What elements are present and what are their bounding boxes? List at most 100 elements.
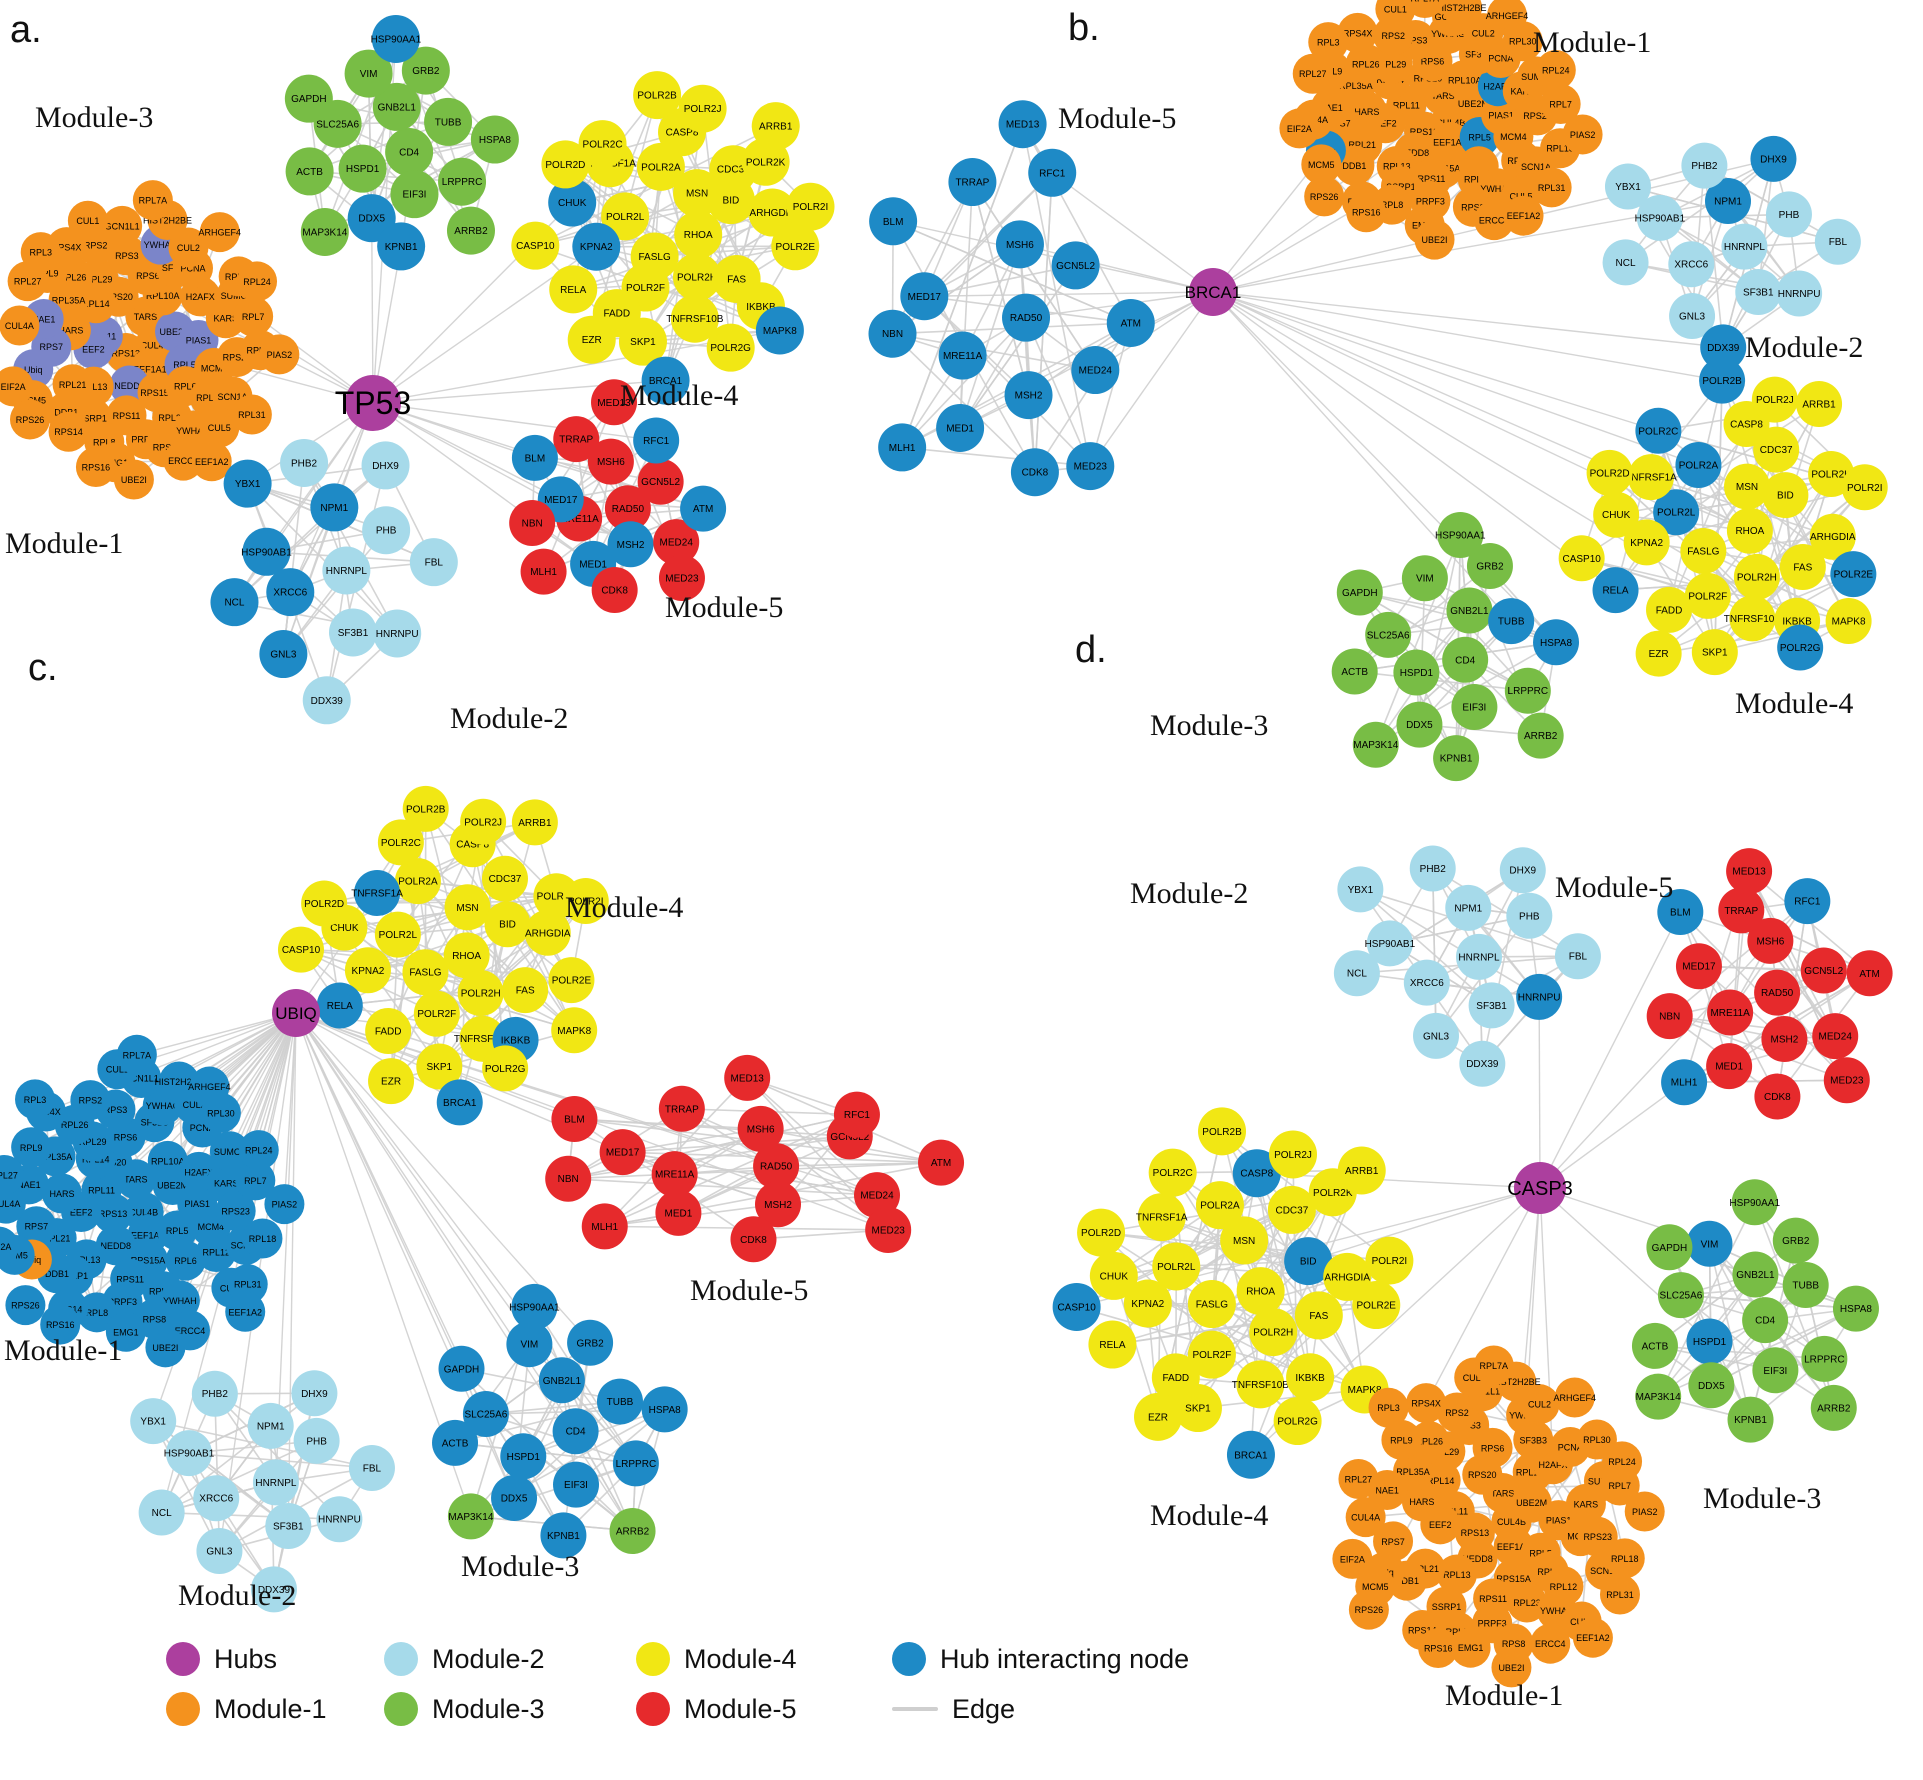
node-label: POLR2C <box>1153 1168 1193 1179</box>
node-label: KPNA2 <box>1630 538 1663 549</box>
hub-label-BRCA1: BRCA1 <box>1185 283 1242 302</box>
node-label: TNFRSF1A <box>351 888 403 899</box>
node-label: POLR2D <box>545 160 585 171</box>
node-label: GNB2L1 <box>1450 606 1489 617</box>
module-label-b-module-5: Module-5 <box>1058 102 1176 135</box>
node-label: MAP3K14 <box>1636 1392 1681 1403</box>
node-label: EEF1A2 <box>195 457 229 467</box>
edge-swatch-icon <box>892 1707 938 1711</box>
hub-label-TP53: TP53 <box>335 385 411 421</box>
node-label: RPS23 <box>221 1206 250 1216</box>
node-label: KPNB1 <box>1440 754 1473 765</box>
node-label: ARRB2 <box>616 1526 650 1537</box>
node-label: MSH2 <box>764 1200 792 1211</box>
node-label: BLM <box>525 453 546 464</box>
node-label: RPL18 <box>1611 1554 1639 1564</box>
node-label: GNB2L1 <box>378 102 417 113</box>
node-label: ARHGEF4 <box>199 228 242 238</box>
edge <box>1213 292 1722 381</box>
node-label: SKP1 <box>426 1062 452 1073</box>
node-label: GNL3 <box>270 650 297 661</box>
node-label: CASP10 <box>1562 554 1601 565</box>
node-label: KPNA2 <box>352 966 385 977</box>
node-label: CDK8 <box>1022 468 1049 479</box>
module-label-a-module-4: Module-4 <box>620 379 738 412</box>
node-label: PIAS1 <box>186 335 212 345</box>
node-label: SF3B1 <box>338 628 369 639</box>
node-label: RFC1 <box>643 436 670 447</box>
node-label: POLR2C <box>381 838 421 849</box>
node-label: EIF2A <box>1340 1554 1365 1564</box>
node-label: RPL18 <box>249 1234 277 1244</box>
node-label: RPL27 <box>1345 1474 1373 1484</box>
node-label: BID <box>723 196 740 207</box>
node-label: RELA <box>1099 1340 1125 1351</box>
node-label: RPL3 <box>24 1095 47 1105</box>
node-label: ATM <box>1121 318 1141 329</box>
edge <box>960 182 972 428</box>
node-label: MAP3K14 <box>302 227 347 238</box>
node-label: RPL26 <box>61 1120 89 1130</box>
node-label: MED1 <box>1715 1062 1743 1073</box>
node-label: NPM1 <box>257 1421 285 1432</box>
node-label: IKBKB <box>1295 1373 1325 1384</box>
node-label: POLR2I <box>1372 1256 1408 1267</box>
node-label: RELA <box>560 285 586 296</box>
node-label: BID <box>499 920 516 931</box>
node-label: RPL3 <box>29 248 52 258</box>
node-label: GRB2 <box>412 66 440 77</box>
node-label: MSH2 <box>1771 1035 1799 1046</box>
legend-label: Module-2 <box>432 1644 545 1675</box>
node-label: RELA <box>1602 586 1628 597</box>
node-label: POLR2C <box>1638 426 1678 437</box>
node-label: CUL2 <box>177 243 200 253</box>
node-label: HSP90AB1 <box>164 1449 215 1460</box>
node-label: TRRAP <box>955 178 989 189</box>
node-label: YBX1 <box>140 1417 166 1428</box>
node-label: NPM1 <box>1454 903 1482 914</box>
node-label: GAPDH <box>291 94 327 105</box>
node-label: MED13 <box>1006 120 1040 131</box>
node-label: RPS11 <box>113 411 141 421</box>
node-label: DDB1 <box>1342 161 1366 171</box>
node-label: CUL4A <box>1351 1513 1380 1523</box>
node-label: SF3B1 <box>1476 1001 1507 1012</box>
node-label: MED23 <box>1830 1076 1864 1087</box>
node-label: RPS4X <box>1411 1399 1441 1409</box>
node-label: POLR2L <box>606 212 645 223</box>
node-label: HSP90AA1 <box>1435 531 1486 542</box>
node-label: PIAS2 <box>1632 1507 1658 1517</box>
node-label: RPL24 <box>245 1146 273 1156</box>
node-label: SLC25A6 <box>465 1409 508 1420</box>
module-label-b-module-2: Module-2 <box>1745 331 1863 364</box>
node-label: ARRB2 <box>454 226 488 237</box>
node-label: POLR2I <box>793 202 829 213</box>
node-label: KPNB1 <box>1734 1415 1767 1426</box>
node-label: GRB2 <box>1476 561 1504 572</box>
node-label: HSP90AB1 <box>1365 939 1416 950</box>
node-label: POLR2A <box>1200 1201 1240 1212</box>
node-label: FAS <box>1793 563 1812 574</box>
node-label: YBX1 <box>1348 885 1374 896</box>
node-label: CASP10 <box>516 241 555 252</box>
node-label: RPL23 <box>1513 1598 1541 1608</box>
node-label: GNL3 <box>206 1547 233 1558</box>
legend-label: Hubs <box>214 1644 277 1675</box>
node-label: MRE11A <box>1710 1008 1750 1019</box>
module4-swatch-icon <box>636 1642 670 1676</box>
node-label: RPS7 <box>1381 1537 1405 1547</box>
node-label: FASLG <box>1196 1300 1228 1311</box>
node-label: SF3B1 <box>273 1521 304 1532</box>
node-label: POLR2F <box>417 1009 456 1020</box>
node-label: RPS11 <box>1479 1594 1507 1604</box>
node-label: CUL4A <box>5 321 34 331</box>
node-label: KPNA2 <box>1131 1299 1164 1310</box>
node-label: TUBB <box>607 1397 634 1408</box>
node-label: VIM <box>1416 574 1434 585</box>
node-label: POLR2H <box>677 273 717 284</box>
node-label: RPL30 <box>1583 1435 1611 1445</box>
node-label: RHOA <box>1735 526 1764 537</box>
node-label: TNFRSF10B <box>1724 614 1782 625</box>
node-label: RPL9 <box>1390 1435 1413 1445</box>
node-label: PHB <box>1779 210 1800 221</box>
